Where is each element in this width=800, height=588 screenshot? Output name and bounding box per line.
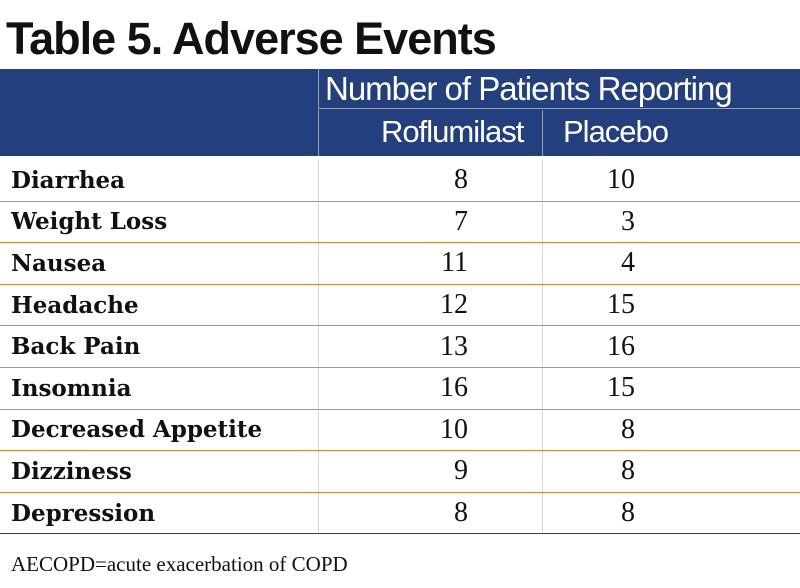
table-row: Nausea 11 4: [0, 243, 800, 285]
roflumilast-value: 12: [440, 289, 468, 321]
placebo-value: 8: [621, 413, 635, 445]
placebo-value: 16: [607, 330, 635, 362]
event-label: Nausea: [11, 249, 107, 277]
placebo-value: 10: [607, 164, 635, 196]
event-label: Diarrhea: [11, 166, 126, 194]
placebo-value: 15: [607, 372, 635, 404]
event-label: Headache: [11, 291, 139, 319]
table-body: Diarrhea 8 10 Weight Loss 7 3 Nausea 11 …: [0, 160, 800, 535]
roflumilast-value: 11: [441, 247, 468, 279]
event-label: Weight Loss: [11, 208, 168, 236]
event-label: Depression: [11, 499, 156, 527]
roflumilast-value: 10: [440, 413, 468, 445]
event-label: Insomnia: [11, 374, 132, 402]
table-row: Diarrhea 8 10: [0, 160, 800, 202]
placebo-value: 3: [621, 205, 635, 237]
table-row: Depression 8 8: [0, 493, 800, 535]
table-row: Weight Loss 7 3: [0, 202, 800, 244]
header-group-label: Number of Patients Reporting: [318, 69, 800, 109]
table-header: Number of Patients Reporting Roflumilast…: [0, 69, 800, 156]
roflumilast-value: 7: [454, 205, 468, 237]
table-row: Headache 12 15: [0, 285, 800, 327]
roflumilast-value: 8: [454, 164, 468, 196]
column-header-roflumilast: Roflumilast: [318, 110, 542, 156]
roflumilast-value: 9: [454, 455, 468, 487]
event-label: Back Pain: [11, 333, 141, 361]
roflumilast-value: 13: [440, 330, 468, 362]
placebo-value: 4: [621, 247, 635, 279]
table-title: Table 5. Adverse Events: [6, 13, 497, 64]
table-row: Decreased Appetite 10 8: [0, 410, 800, 452]
event-label: Decreased Appetite: [11, 416, 263, 444]
table-row: Insomnia 16 15: [0, 368, 800, 410]
table-row: Dizziness 9 8: [0, 451, 800, 493]
placebo-value: 8: [621, 497, 635, 529]
column-divider: [542, 160, 543, 534]
column-divider: [318, 160, 319, 534]
footnote: AECOPD=acute exacerbation of COPD: [11, 552, 348, 576]
column-header-placebo: Placebo: [542, 110, 800, 156]
roflumilast-value: 8: [454, 497, 468, 529]
roflumilast-value: 16: [440, 372, 468, 404]
event-label: Dizziness: [11, 457, 132, 485]
placebo-value: 8: [621, 455, 635, 487]
table-row: Back Pain 13 16: [0, 326, 800, 368]
placebo-value: 15: [607, 289, 635, 321]
